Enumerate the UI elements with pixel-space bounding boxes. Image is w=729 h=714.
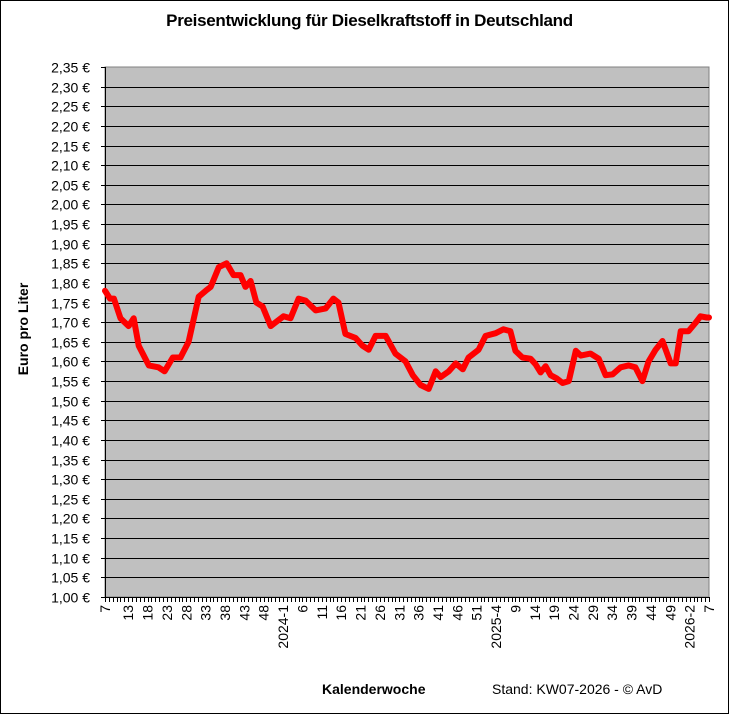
x-tick-label: 18 xyxy=(140,605,156,621)
x-tick-label: 11 xyxy=(314,605,330,620)
y-tick-label: 2,15 € xyxy=(51,139,90,155)
y-tick-label: 1,95 € xyxy=(51,217,90,233)
y-tick-label: 1,25 € xyxy=(51,492,90,508)
y-tick-label: 2,20 € xyxy=(51,119,90,135)
y-tick-label: 2,30 € xyxy=(51,80,90,96)
x-tick-label: 39 xyxy=(624,605,640,621)
y-tick-label: 1,20 € xyxy=(51,511,90,527)
y-tick-label: 1,80 € xyxy=(51,276,90,292)
y-tick-label: 1,85 € xyxy=(51,256,90,272)
y-tick-label: 1,65 € xyxy=(51,335,90,351)
y-tick-label: 1,05 € xyxy=(51,570,90,586)
y-tick-label: 2,25 € xyxy=(51,99,90,115)
x-tick-label: 44 xyxy=(643,605,659,621)
x-tick-label: 28 xyxy=(178,605,194,621)
x-tick-label: 48 xyxy=(256,605,272,621)
footer-note: Stand: KW07-2026 - © AvD xyxy=(492,681,663,697)
y-tick-label: 1,70 € xyxy=(51,315,90,331)
x-tick-label: 36 xyxy=(411,605,427,621)
x-tick-label: 49 xyxy=(662,605,678,621)
x-tick-label: 26 xyxy=(372,605,388,621)
x-tick-label: 41 xyxy=(430,605,446,621)
y-tick-label: 2,00 € xyxy=(51,197,90,213)
y-tick-label: 1,15 € xyxy=(51,531,90,547)
y-tick-label: 1,30 € xyxy=(51,472,90,488)
y-tick-label: 2,35 € xyxy=(51,60,90,76)
y-tick-label: 1,45 € xyxy=(51,413,90,429)
y-tick-label: 1,40 € xyxy=(51,433,90,449)
x-tick-label: 16 xyxy=(333,605,349,621)
x-tick-label: 43 xyxy=(236,605,252,621)
x-tick-label: 6 xyxy=(294,605,310,613)
x-tick-label: 31 xyxy=(391,605,407,621)
x-tick-label: 21 xyxy=(353,605,369,621)
x-tick-label: 23 xyxy=(159,605,175,621)
x-tick-label: 38 xyxy=(217,605,233,621)
y-tick-label: 2,10 € xyxy=(51,158,90,174)
x-tick-label: 34 xyxy=(604,605,620,621)
x-tick-label: 19 xyxy=(546,605,562,621)
x-tick-label: 13 xyxy=(120,605,136,621)
y-tick-label: 1,35 € xyxy=(51,453,90,469)
x-tick-label: 7 xyxy=(701,605,717,613)
x-tick-label: 2025-4 xyxy=(488,605,504,649)
x-tick-label: 33 xyxy=(198,605,214,621)
x-tick-label: 24 xyxy=(565,605,581,621)
plot-background xyxy=(104,66,710,598)
y-tick-label: 1,50 € xyxy=(51,394,90,410)
x-axis-label: Kalenderwoche xyxy=(322,681,426,697)
y-tick-label: 1,00 € xyxy=(51,590,90,606)
y-tick-label: 1,90 € xyxy=(51,237,90,253)
y-tick-label: 1,55 € xyxy=(51,374,90,390)
chart-title: Preisentwicklung für Dieselkraftstoff in… xyxy=(166,11,573,30)
y-tick-label: 2,05 € xyxy=(51,178,90,194)
y-tick-label: 1,60 € xyxy=(51,354,90,370)
x-tick-label: 9 xyxy=(507,605,523,613)
x-tick-label: 2024-1 xyxy=(275,605,291,649)
x-tick-label: 51 xyxy=(469,605,485,621)
x-tick-label: 29 xyxy=(585,605,601,621)
diesel-price-line xyxy=(102,260,712,392)
x-tick-label: 2026-2 xyxy=(682,605,698,649)
x-tick-label: 46 xyxy=(449,605,465,621)
x-tick-label: 14 xyxy=(527,605,543,621)
y-tick-label: 1,75 € xyxy=(51,296,90,312)
y-tick-label: 1,10 € xyxy=(51,551,90,567)
x-tick-label: 7 xyxy=(97,605,113,613)
